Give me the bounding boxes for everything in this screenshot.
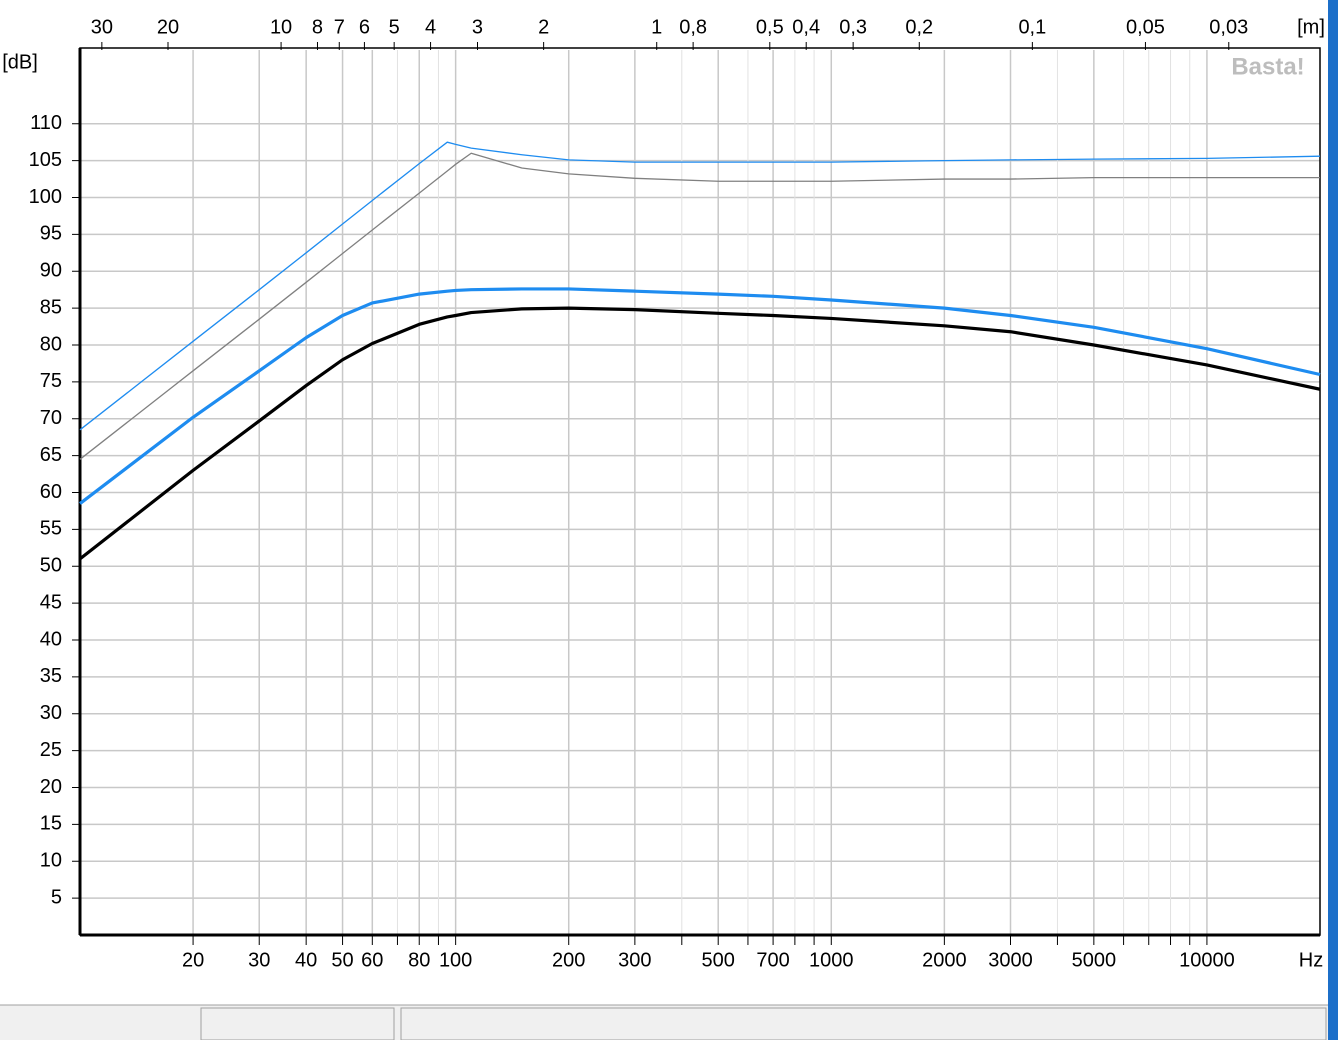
y-tick-label: 110 — [30, 112, 62, 134]
x-tick-label: 100 — [439, 949, 472, 971]
x2-tick-label: 0,03 — [1209, 16, 1248, 38]
x2-tick-label: 30 — [91, 16, 113, 38]
x-axis-label: Hz — [1299, 949, 1323, 971]
x-tick-label: 200 — [552, 949, 585, 971]
x-tick-label: 3000 — [988, 949, 1033, 971]
y-tick-label: 80 — [40, 333, 62, 355]
x-tick-label: 80 — [408, 949, 430, 971]
x-tick-label: 40 — [295, 949, 317, 971]
x2-tick-label: 0,05 — [1126, 16, 1165, 38]
y-tick-label: 25 — [40, 739, 62, 761]
y-tick-label: 85 — [40, 296, 62, 318]
y-tick-label: 5 — [51, 886, 62, 908]
x2-tick-label: 0,5 — [756, 16, 784, 38]
x-tick-label: 2000 — [922, 949, 967, 971]
x2-tick-label: 5 — [389, 16, 400, 38]
x-tick-label: 500 — [702, 949, 735, 971]
y-tick-label: 30 — [40, 702, 62, 724]
data-line — [79, 152, 1320, 460]
y-tick-label: 50 — [40, 555, 62, 577]
y-tick-label: 10 — [40, 850, 62, 872]
x2-tick-label: 10 — [270, 16, 292, 38]
y-tick-label: 55 — [40, 518, 62, 540]
window-border — [1328, 0, 1338, 1040]
y-tick-label: 105 — [29, 149, 62, 171]
y-tick-label: 75 — [40, 370, 62, 392]
x2-tick-label: 0,4 — [792, 16, 820, 38]
y-tick-label: 40 — [40, 628, 62, 650]
x2-tick-label: 7 — [334, 16, 345, 38]
y-tick-label: 100 — [29, 186, 62, 208]
x-tick-label: 50 — [331, 949, 353, 971]
x-tick-label: 30 — [248, 949, 270, 971]
x2-tick-label: 2 — [538, 16, 549, 38]
x2-tick-label: 4 — [425, 16, 436, 38]
x-tick-label: 700 — [756, 949, 789, 971]
data-line — [79, 287, 1321, 505]
x2-tick-label: 1 — [651, 16, 662, 38]
x-tick-label: 5000 — [1072, 949, 1117, 971]
y-tick-label: 20 — [40, 776, 62, 798]
data-line — [79, 141, 1321, 431]
y-tick-label: 90 — [40, 260, 62, 282]
x2-tick-label: 20 — [157, 16, 179, 38]
watermark: Basta! — [1231, 53, 1304, 80]
x-tick-label: 60 — [361, 949, 383, 971]
data-line — [79, 306, 1321, 561]
y-axis-label: [dB] — [2, 51, 38, 73]
x2-tick-label: 6 — [359, 16, 370, 38]
x-tick-label: 20 — [182, 949, 204, 971]
y-tick-label: 35 — [40, 665, 62, 687]
x2-tick-label: 3 — [472, 16, 483, 38]
x2-tick-label: 8 — [312, 16, 323, 38]
y-tick-label: 95 — [40, 223, 62, 245]
x2-tick-label: 0,2 — [905, 16, 933, 38]
status-bar — [0, 1005, 1328, 1040]
y-tick-label: 60 — [40, 481, 62, 503]
x2-tick-label: 0,1 — [1018, 16, 1046, 38]
x-tick-label: 300 — [618, 949, 651, 971]
y-tick-label: 45 — [40, 591, 62, 613]
y-tick-label: 65 — [40, 444, 62, 466]
x-tick-label: 10000 — [1179, 949, 1235, 971]
x-tick-label: 1000 — [809, 949, 854, 971]
y-tick-label: 15 — [40, 813, 62, 835]
x2-tick-label: 0,3 — [839, 16, 867, 38]
x2-tick-label: 0,8 — [679, 16, 707, 38]
y-tick-label: 70 — [40, 407, 62, 429]
x2-axis-label: [m] — [1297, 16, 1325, 38]
